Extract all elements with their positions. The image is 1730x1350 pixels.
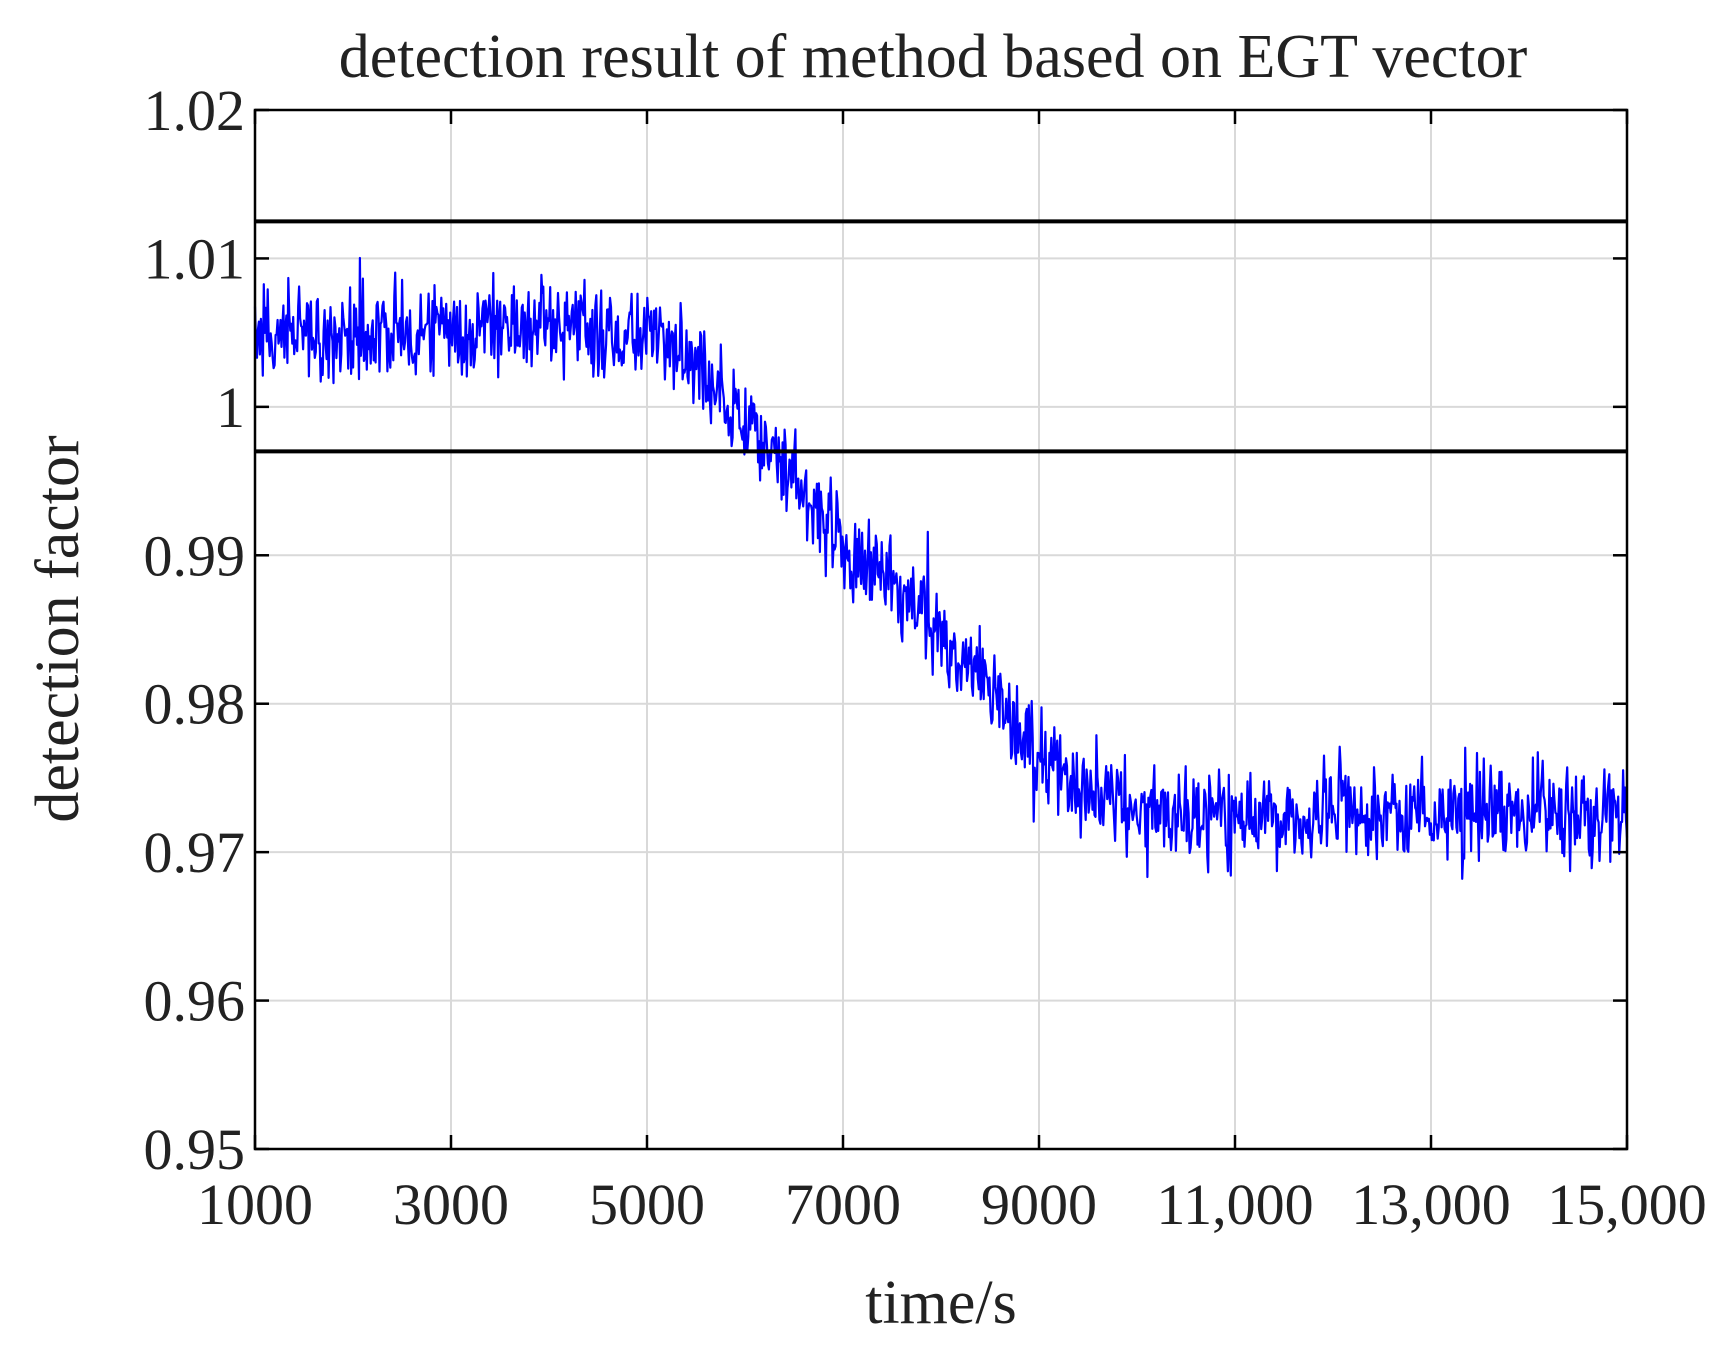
x-tick-label: 13,000 bbox=[1351, 1172, 1511, 1237]
axis-ticks bbox=[253, 108, 1629, 1151]
y-tick-label: 0.95 bbox=[144, 1117, 246, 1182]
y-tick-label: 0.96 bbox=[144, 969, 246, 1034]
y-tick-label: 1.01 bbox=[144, 226, 246, 291]
y-axis-tick-labels: 0.95 0.96 0.97 0.98 0.99 1 1.01 1.02 bbox=[144, 78, 246, 1182]
y-axis-label: detection factor bbox=[24, 435, 92, 823]
data-series bbox=[253, 256, 1629, 880]
y-tick-label: 0.97 bbox=[144, 820, 246, 885]
plot-frame bbox=[253, 108, 1629, 1151]
detection-factor-series-line bbox=[253, 256, 1629, 880]
y-tick-label: 1.02 bbox=[144, 78, 246, 143]
x-tick-label: 15,000 bbox=[1547, 1172, 1707, 1237]
y-tick-label: 1 bbox=[216, 375, 245, 440]
x-tick-label: 11,000 bbox=[1156, 1172, 1313, 1237]
threshold-lines bbox=[255, 219, 1627, 454]
x-tick-label: 5000 bbox=[589, 1172, 705, 1237]
x-tick-label: 7000 bbox=[785, 1172, 901, 1237]
x-tick-label: 1000 bbox=[197, 1172, 313, 1237]
x-tick-label: 9000 bbox=[981, 1172, 1097, 1237]
y-tick-label: 0.99 bbox=[144, 523, 246, 588]
y-tick-label: 0.98 bbox=[144, 672, 246, 737]
x-axis-label: time/s bbox=[865, 1269, 1017, 1337]
chart-title: detection result of method based on EGT … bbox=[339, 23, 1528, 91]
x-axis-tick-labels: 1000 3000 5000 7000 9000 11,000 13,000 15,000 bbox=[197, 1172, 1707, 1237]
x-tick-label: 3000 bbox=[393, 1172, 509, 1237]
